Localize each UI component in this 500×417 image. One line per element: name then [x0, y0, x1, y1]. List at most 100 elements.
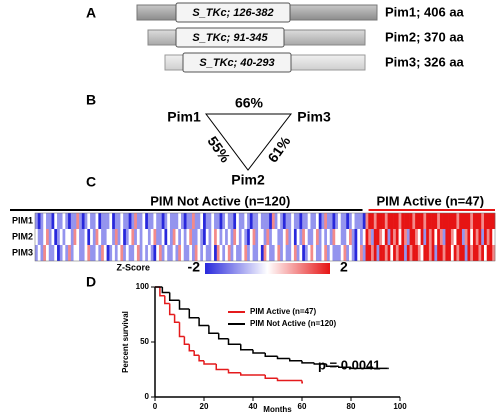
survival-step — [188, 344, 195, 352]
heatmap-cell — [142, 229, 146, 245]
heatmap-cell — [203, 213, 207, 229]
heatmap-cell — [263, 229, 267, 245]
heatmap-cell — [307, 229, 311, 245]
heatmap-cell — [354, 213, 358, 229]
heatmap-cell — [299, 245, 303, 261]
heatmap-cell — [282, 229, 286, 245]
heatmap-cell — [216, 229, 220, 245]
heatmap-cell — [183, 245, 187, 261]
heatmap-cell — [81, 229, 85, 245]
heatmap-cell — [169, 229, 174, 245]
heatmap-cell — [489, 229, 493, 245]
x-tick-label: 20 — [200, 402, 209, 411]
heatmap-cell — [219, 213, 223, 229]
heatmap-cell — [84, 229, 88, 245]
y-tick-label: 50 — [140, 337, 149, 346]
survival-step — [178, 300, 190, 310]
heatmap-cell — [343, 245, 347, 261]
heatmap-cell — [472, 229, 477, 245]
heatmap-cell — [453, 245, 457, 261]
domain-box — [175, 27, 285, 48]
heatmap-cell — [180, 213, 185, 229]
survival-plot: 0 50 100 0 20 40 60 80 100 Months Percent survival… — [121, 282, 407, 414]
y-axis-label: Percent survival — [121, 311, 130, 373]
heatmap-cell — [142, 245, 146, 261]
heatmap-cell — [128, 213, 132, 229]
heatmap-cell — [175, 245, 179, 261]
heatmap-cell — [453, 213, 457, 229]
heatmap-cell — [139, 245, 143, 261]
heatmap-cell — [304, 245, 308, 261]
heatmap-cell — [332, 213, 336, 229]
heatmap-cell — [379, 245, 383, 261]
heatmap-cell — [332, 229, 336, 245]
heatmap-cell — [486, 229, 490, 245]
heatmap-cell — [337, 245, 342, 261]
survival-step — [215, 364, 229, 371]
heatmap-cell — [439, 213, 443, 229]
heatmap-cell — [340, 245, 344, 261]
heatmap-cell — [291, 229, 295, 245]
heatmap-cell — [136, 229, 140, 245]
heatmap-cell — [142, 213, 146, 229]
heatmap-cell — [260, 229, 264, 245]
heatmap-cell — [346, 245, 350, 261]
heatmap-cell — [249, 213, 253, 229]
heatmap-cell — [456, 213, 460, 229]
heatmap-cell — [332, 245, 336, 261]
heatmap-cell — [205, 245, 209, 261]
heatmap-cell — [112, 245, 116, 261]
heatmap-cell — [401, 229, 405, 245]
heatmap-cell — [282, 245, 286, 261]
heatmap-cell — [315, 229, 320, 245]
heatmap-cell — [216, 245, 220, 261]
heatmap-cell — [343, 213, 347, 229]
heatmap-cell — [54, 229, 58, 245]
heatmap-cell — [109, 245, 113, 261]
heatmap-cell — [368, 229, 372, 245]
y-tick-label: 0 — [145, 392, 150, 401]
heatmap-cell — [371, 229, 375, 245]
heatmap-cell — [434, 245, 438, 261]
heatmap-cell — [459, 213, 463, 229]
heatmap-cell — [167, 245, 171, 261]
survival-step — [227, 369, 241, 374]
heatmap-cell — [395, 245, 399, 261]
heatmap-cell — [395, 213, 399, 229]
heatmap-cell — [214, 213, 218, 229]
heatmap-cell — [426, 245, 430, 261]
heatmap-cell — [35, 213, 39, 229]
heatmap-cell — [172, 229, 176, 245]
heatmap-cell — [68, 245, 72, 261]
heatmap-cell — [346, 229, 350, 245]
group-label: PIM Active (n=47) — [377, 193, 485, 208]
heatmap-cell — [90, 229, 94, 245]
heatmap-cell — [382, 245, 386, 261]
heatmap-cell — [459, 245, 463, 261]
heatmap-cell — [304, 229, 308, 245]
heatmap-cell — [247, 245, 251, 261]
survival-step — [350, 367, 388, 370]
heatmap-cell — [200, 245, 204, 261]
heatmap-cell — [161, 245, 165, 261]
heatmap-cell — [117, 213, 121, 229]
heatmap-cell — [197, 229, 201, 245]
heatmap-cell — [280, 229, 284, 245]
heatmap-cell — [445, 213, 449, 229]
heatmap-cell — [87, 213, 91, 229]
heatmap-cell — [442, 229, 446, 245]
heatmap-cell — [401, 245, 405, 261]
row-label: PIM3 — [12, 247, 33, 257]
heatmap-cell — [483, 229, 488, 245]
heatmap-cell — [186, 213, 190, 229]
heatmap-cell — [158, 213, 163, 229]
heatmap-cell — [255, 213, 259, 229]
heatmap-cell — [288, 213, 292, 229]
domain-label: S_TKc; 126-382 — [192, 7, 273, 19]
heatmap-cell — [423, 245, 427, 261]
heatmap-cell — [120, 213, 124, 229]
heatmap-cell — [153, 213, 157, 229]
heatmap-cell — [349, 229, 353, 245]
heatmap-cell — [426, 213, 430, 229]
heatmap-cell — [84, 213, 88, 229]
